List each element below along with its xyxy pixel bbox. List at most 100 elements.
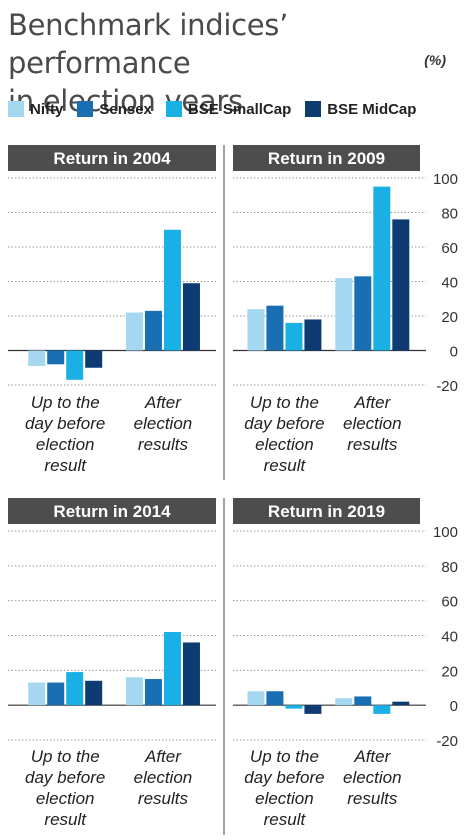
category-label: election	[36, 789, 95, 808]
category-label: Up to the	[250, 393, 319, 412]
y-tick-label: 20	[441, 309, 458, 326]
panel-title-banner	[8, 498, 216, 524]
category-label: Up to the	[31, 393, 100, 412]
category-label: day before	[244, 414, 324, 433]
category-label: day before	[244, 768, 324, 787]
panel-title-banner	[8, 145, 216, 171]
bar-nifty-after-results	[125, 312, 143, 351]
y-tick-label: 100	[433, 524, 458, 541]
chart-title: Benchmark indices’ performance in electi…	[8, 6, 408, 120]
category-label: result	[264, 810, 307, 829]
panel-title: Return in 2014	[53, 502, 171, 521]
bar-bse-smallcap-before-results	[285, 705, 303, 709]
bar-sensex-after-results	[144, 679, 162, 706]
legend-swatch-sensex	[77, 101, 94, 117]
title-line-2: in election years	[8, 84, 243, 118]
legend-swatch-nifty	[8, 101, 24, 117]
y-tick-label: 20	[441, 663, 458, 680]
bar-sensex-before-results	[47, 682, 65, 706]
bar-bse-smallcap-after-results	[373, 186, 391, 351]
unit-label: (%)	[424, 52, 446, 68]
category-label: After	[353, 393, 391, 412]
category-label: election	[255, 789, 314, 808]
y-tick-label: 60	[441, 240, 458, 257]
legend-label-sensex: Sensex	[99, 100, 152, 118]
legend-label-bse-smallcap: BSE SmallCap	[187, 100, 292, 118]
category-label: result	[44, 810, 87, 829]
category-label: result	[264, 456, 307, 475]
legend-label-bse-midcap: BSE MidCap	[327, 100, 417, 118]
legend: Nifty Sensex BSE SmallCap BSE MidCap	[8, 98, 468, 120]
category-label: election	[343, 414, 402, 433]
y-tick-label: 40	[441, 629, 458, 646]
bar-bse-smallcap-after-results	[163, 632, 181, 706]
bar-bse-smallcap-before-results	[285, 322, 303, 351]
bar-bse-smallcap-before-results	[66, 672, 84, 706]
category-label: election	[36, 435, 95, 454]
bar-sensex-after-results	[144, 310, 162, 351]
legend-item-bse-smallcap: BSE SmallCap	[165, 100, 292, 118]
bar-nifty-before-results	[28, 350, 46, 367]
bar-bse-midcap-before-results	[85, 350, 103, 368]
bar-bse-midcap-before-results	[85, 680, 103, 706]
panel-title: Return in 2019	[268, 502, 385, 521]
category-label: day before	[25, 414, 105, 433]
category-label: election	[134, 768, 193, 787]
bar-sensex-before-results	[47, 350, 65, 365]
legend-swatch-bse-smallcap	[165, 101, 182, 117]
y-tick-label: -20	[436, 733, 458, 750]
category-label: After	[144, 747, 182, 766]
y-tick-label: 80	[441, 206, 458, 223]
bar-bse-smallcap-after-results	[373, 705, 391, 714]
category-label: results	[138, 435, 189, 454]
category-label: election	[134, 414, 193, 433]
title-line-1: Benchmark indices’ performance	[8, 8, 289, 80]
category-label: results	[347, 435, 398, 454]
bar-bse-midcap-after-results	[392, 219, 410, 351]
legend-item-nifty: Nifty	[8, 101, 63, 118]
y-tick-label: 0	[450, 698, 458, 715]
bar-bse-smallcap-before-results	[66, 350, 84, 380]
bar-bse-midcap-before-results	[304, 705, 322, 714]
bar-nifty-before-results	[247, 691, 265, 706]
panel-title: Return in 2009	[268, 149, 385, 168]
y-tick-label: 60	[441, 594, 458, 611]
y-tick-label: 100	[433, 171, 458, 188]
legend-swatch-bse-midcap	[305, 101, 322, 117]
y-tick-label: 40	[441, 275, 458, 292]
panel-title: Return in 2004	[53, 149, 171, 168]
bar-nifty-after-results	[335, 698, 353, 706]
bar-bse-midcap-after-results	[182, 283, 200, 351]
panel-title-banner	[233, 145, 420, 171]
bar-bse-midcap-after-results	[182, 642, 200, 706]
bar-bse-smallcap-after-results	[163, 229, 181, 351]
bar-sensex-before-results	[266, 691, 284, 706]
legend-item-sensex: Sensex	[77, 101, 152, 118]
category-label: day before	[25, 768, 105, 787]
category-label: After	[353, 747, 391, 766]
legend-item-bse-midcap: BSE MidCap	[305, 101, 416, 118]
bar-nifty-after-results	[335, 278, 353, 351]
bar-bse-midcap-before-results	[304, 319, 322, 351]
legend-label-nifty: Nifty	[30, 100, 64, 118]
category-label: results	[138, 789, 189, 808]
bar-sensex-after-results	[354, 696, 372, 706]
category-label: result	[44, 456, 87, 475]
bar-bse-midcap-after-results	[392, 701, 410, 706]
bar-sensex-before-results	[266, 305, 284, 351]
category-label: election	[255, 435, 314, 454]
bar-nifty-before-results	[28, 682, 46, 706]
panel-title-banner	[233, 498, 420, 524]
category-label: After	[144, 393, 182, 412]
bar-sensex-after-results	[354, 276, 372, 351]
y-tick-label: -20	[436, 378, 458, 395]
category-label: Up to the	[250, 747, 319, 766]
category-label: results	[347, 789, 398, 808]
y-tick-label: 0	[450, 344, 458, 361]
y-tick-label: 80	[441, 559, 458, 576]
category-label: election	[343, 768, 402, 787]
category-label: Up to the	[31, 747, 100, 766]
bar-nifty-after-results	[125, 677, 143, 706]
bar-nifty-before-results	[247, 309, 265, 351]
